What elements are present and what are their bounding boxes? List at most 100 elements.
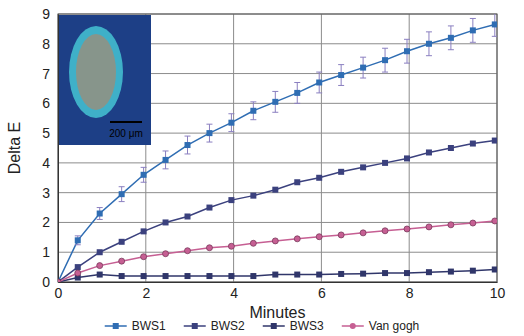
data-point [382, 57, 388, 63]
legend-marker [192, 323, 198, 329]
tick-label: 2 [42, 214, 50, 230]
data-point [382, 228, 388, 234]
data-point [294, 179, 300, 185]
error-bar-cap [206, 142, 212, 143]
data-point [185, 213, 191, 219]
data-point [316, 79, 322, 85]
data-point [426, 269, 432, 275]
tick-label: 2 [142, 285, 150, 301]
error-bar-cap [272, 112, 278, 113]
tick-label: 8 [42, 36, 50, 52]
data-point [206, 130, 212, 136]
axis-line [59, 282, 498, 283]
error-bar [448, 26, 454, 50]
error-bar [294, 82, 300, 103]
error-bar-cap [272, 91, 278, 92]
data-point [470, 220, 476, 226]
error-bar [163, 151, 169, 169]
data-point [492, 266, 497, 272]
data-point [119, 239, 125, 245]
error-bar-cap [492, 36, 497, 37]
data-point [185, 142, 191, 148]
tick-label: 6 [42, 95, 50, 111]
data-point [316, 234, 322, 240]
error-bar-cap [163, 150, 169, 151]
data-point [228, 120, 234, 126]
data-point [360, 65, 366, 71]
tick-label: 8 [406, 285, 414, 301]
error-bar-cap [185, 153, 191, 154]
tick: 5 [42, 125, 58, 141]
tick-label: 0 [42, 274, 50, 290]
data-point [470, 141, 476, 147]
tick: 0 [42, 274, 58, 290]
error-bar-cap [404, 63, 410, 64]
legend-label: BWS3 [290, 319, 324, 333]
grid [58, 14, 497, 282]
axis-line [58, 15, 59, 283]
data-point [97, 272, 103, 278]
tick: 8 [42, 36, 58, 52]
tick-label: 6 [318, 285, 326, 301]
annotation: 200 μm [109, 128, 143, 139]
scale-bar [110, 121, 142, 123]
error-bar [97, 208, 103, 220]
plot: 02468100123456789200 μm [42, 6, 505, 301]
error-bar [338, 65, 344, 86]
data-point [58, 279, 61, 282]
y-axis-title: Delta E [6, 122, 23, 174]
error-bar [492, 14, 497, 36]
inset-specimen-core [76, 34, 116, 110]
error-bar-cap [382, 72, 388, 73]
tick-label: 4 [230, 285, 238, 301]
series-line [58, 221, 495, 282]
data-point [141, 172, 147, 178]
grid-line [233, 14, 234, 282]
data-point [360, 271, 366, 277]
data-point [404, 226, 410, 232]
error-bar-cap [360, 57, 366, 58]
data-point [228, 273, 234, 279]
inset-background [59, 15, 151, 145]
data-point [448, 145, 454, 151]
tick: 4 [42, 155, 58, 171]
error-bar-cap [338, 64, 344, 65]
error-bar-cap [294, 103, 300, 104]
data-point [206, 205, 212, 211]
data-point [360, 164, 366, 170]
error-bar [272, 91, 278, 112]
data-point [97, 249, 103, 255]
error-bar [382, 48, 388, 72]
data-point [250, 193, 256, 199]
grid-line [58, 222, 497, 223]
error-bar-cap [426, 55, 432, 56]
error-bar-cap [75, 244, 81, 245]
error-bar [470, 18, 476, 42]
tick: 2 [142, 282, 150, 301]
error-bar [426, 32, 432, 56]
legend-marker [113, 323, 119, 329]
data-point [338, 271, 344, 277]
chart: 02468100123456789200 μmMinutesDelta EBWS… [0, 0, 524, 336]
data-point [382, 270, 388, 276]
error-bar [316, 72, 322, 93]
tick: 4 [230, 282, 238, 301]
data-point [141, 228, 147, 234]
error-bar-cap [119, 186, 125, 187]
error-bar-cap [470, 42, 476, 43]
error-bar-cap [97, 207, 103, 208]
error-bar-cap [426, 31, 432, 32]
error-bar [360, 57, 366, 78]
x-axis: 0246810 [55, 282, 506, 301]
legend-marker [271, 323, 277, 329]
legend-entry: Van gogh [342, 319, 420, 333]
legend-label: Van gogh [369, 319, 420, 333]
error-bar-cap [250, 119, 256, 120]
tick: 6 [318, 282, 326, 301]
data-point [426, 149, 432, 155]
data-point [250, 240, 256, 246]
error-bar-cap [338, 85, 344, 86]
data-point [163, 219, 169, 225]
data-point [206, 245, 212, 251]
error-bar [250, 102, 256, 120]
